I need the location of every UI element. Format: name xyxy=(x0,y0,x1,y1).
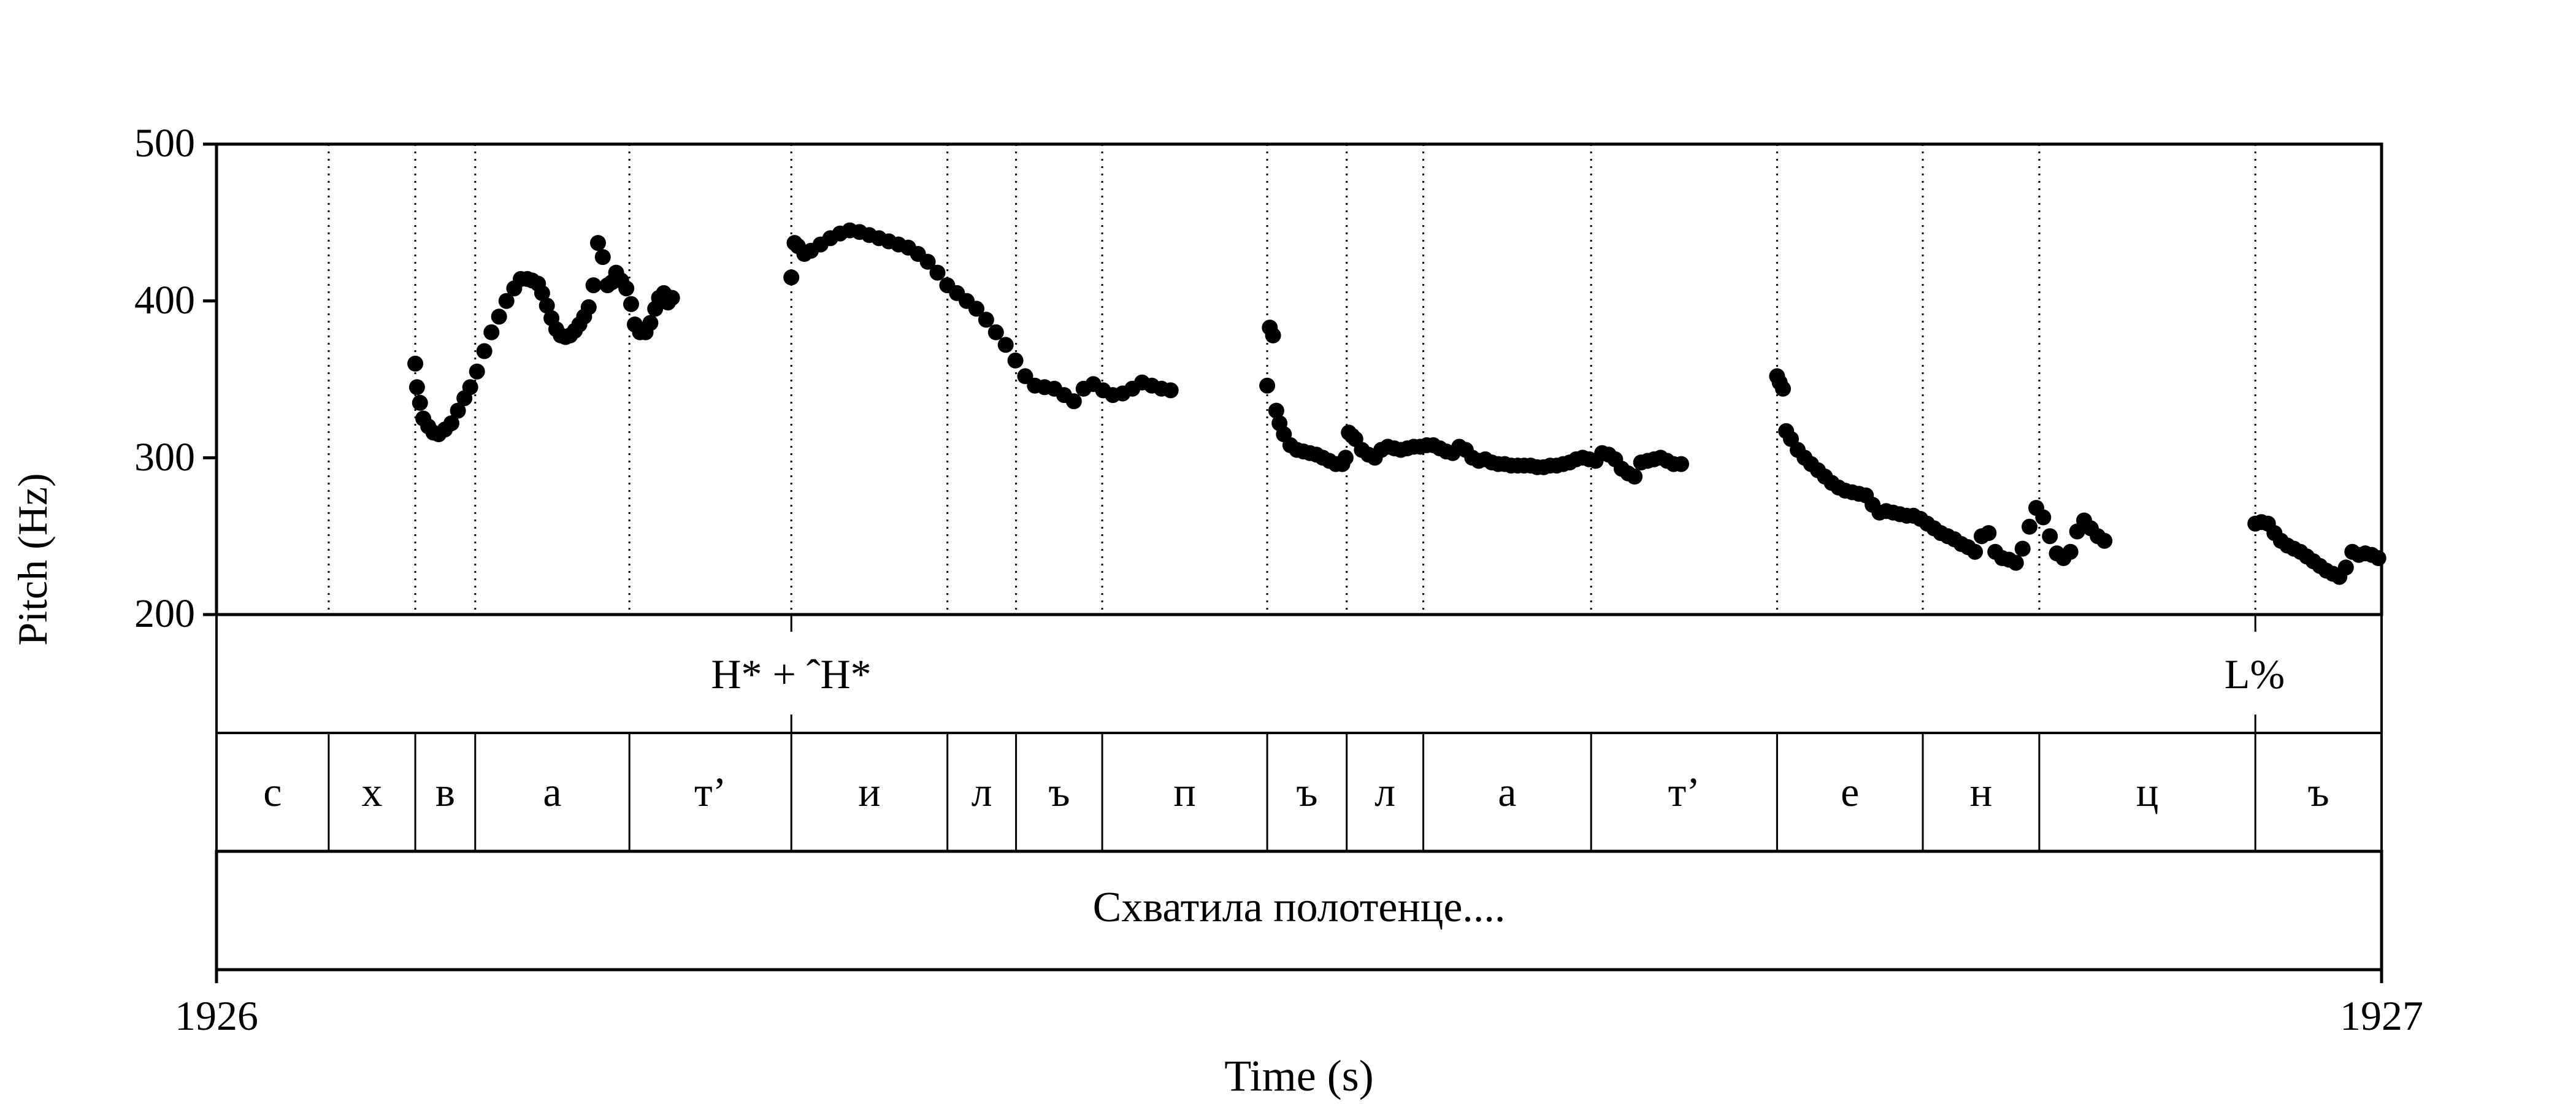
pitch-point xyxy=(2337,559,2354,576)
pitch-point xyxy=(2022,518,2037,535)
pitch-point xyxy=(1265,327,1281,343)
pitch-point xyxy=(2370,550,2386,566)
segment-label: х xyxy=(362,769,383,815)
segment-label: а xyxy=(543,769,561,815)
y-axis-label: Pitch (Hz) xyxy=(9,473,56,645)
pitch-point xyxy=(1673,456,1689,472)
y-tick-label-200: 200 xyxy=(134,591,195,636)
segment-label: л xyxy=(1374,769,1395,815)
pitch-point xyxy=(2062,543,2079,560)
pitch-point xyxy=(987,324,1004,340)
pitch-point xyxy=(783,269,800,286)
pitch-point xyxy=(997,337,1014,353)
pitch-point xyxy=(1259,377,1276,394)
pitch-point xyxy=(1967,543,1984,560)
segment-label: и xyxy=(858,769,880,815)
pitch-point xyxy=(2014,540,2031,557)
y-tick-label-400: 400 xyxy=(134,278,195,323)
pitch-point xyxy=(1775,380,1791,397)
segment-label: л xyxy=(972,769,992,815)
pitch-point xyxy=(1268,402,1284,419)
pitch-point xyxy=(450,402,466,419)
segment-label: н xyxy=(1970,769,1992,815)
pitch-point xyxy=(664,289,680,306)
pitch-panel-frame xyxy=(215,142,2383,616)
pitch-point xyxy=(462,379,478,396)
tone-label-l-percent: L% xyxy=(2225,651,2285,697)
x-axis-label: Time (s) xyxy=(1224,1051,1373,1100)
pitch-point xyxy=(623,296,639,312)
segment-label: с xyxy=(263,769,282,815)
word-tier-text: Схватила полотенце.... xyxy=(1093,884,1506,931)
pitch-point xyxy=(580,299,597,315)
y-tick-label-500: 500 xyxy=(134,121,195,166)
segment-label: ц xyxy=(2136,769,2158,815)
pitch-point xyxy=(1007,352,1024,369)
pitch-points xyxy=(407,222,2386,585)
segment-label: ъ xyxy=(1048,769,1070,815)
pitch-point xyxy=(407,355,424,372)
pitch-point xyxy=(534,285,550,301)
pitch-point xyxy=(585,277,602,294)
pitch-point xyxy=(618,280,635,297)
pitch-point xyxy=(1065,393,1082,410)
pitch-point xyxy=(594,249,611,266)
pitch-point xyxy=(539,297,555,314)
pitch-point xyxy=(968,301,984,317)
pitch-point xyxy=(469,363,485,380)
pitch-point xyxy=(1162,382,1179,399)
pitch-point xyxy=(919,253,936,270)
segment-label: ъ xyxy=(1296,769,1317,815)
pitch-point xyxy=(408,379,425,396)
segment-label: е xyxy=(1841,769,1859,815)
tone-marks xyxy=(790,615,2256,733)
pitch-point xyxy=(590,235,606,251)
y-tick-label-300: 300 xyxy=(134,435,195,480)
segment-label: а xyxy=(1498,769,1516,815)
segment-label: ъ xyxy=(2308,769,2329,815)
tone-tier xyxy=(215,613,2383,734)
x-tick-label-start: 1926 xyxy=(175,992,258,1039)
x-tick-label-end: 1927 xyxy=(2340,992,2423,1039)
segment-label: в xyxy=(435,769,455,815)
pitch-point xyxy=(2042,528,2058,545)
pitch-point xyxy=(498,293,515,309)
pitch-point xyxy=(978,312,994,328)
segment-label: т’ xyxy=(694,769,726,815)
pitch-point xyxy=(476,343,493,359)
pitch-point xyxy=(1337,450,1354,466)
tone-label-h-star: H* + ˆH* xyxy=(711,651,871,697)
word-tier xyxy=(215,849,2383,972)
pitch-point xyxy=(2096,532,2113,549)
pitch-point xyxy=(412,394,428,411)
y-axis: 500 400 300 200 xyxy=(134,121,217,636)
segment-label: п xyxy=(1173,769,1195,815)
pitch-point xyxy=(491,309,507,325)
segment-cells: с х в а т’ и л ъ п ъ л а т’ е н ц ъ xyxy=(263,733,2329,851)
pitch-point xyxy=(1627,469,1643,485)
pitch-point xyxy=(2007,554,2024,571)
pitch-point xyxy=(642,315,659,331)
pitch-point xyxy=(1980,525,1997,542)
pitch-point xyxy=(929,264,946,281)
pitch-point xyxy=(2035,509,2052,526)
segment-label: т’ xyxy=(1668,769,1700,815)
pitch-point xyxy=(483,324,500,340)
pitch-point xyxy=(443,415,459,432)
